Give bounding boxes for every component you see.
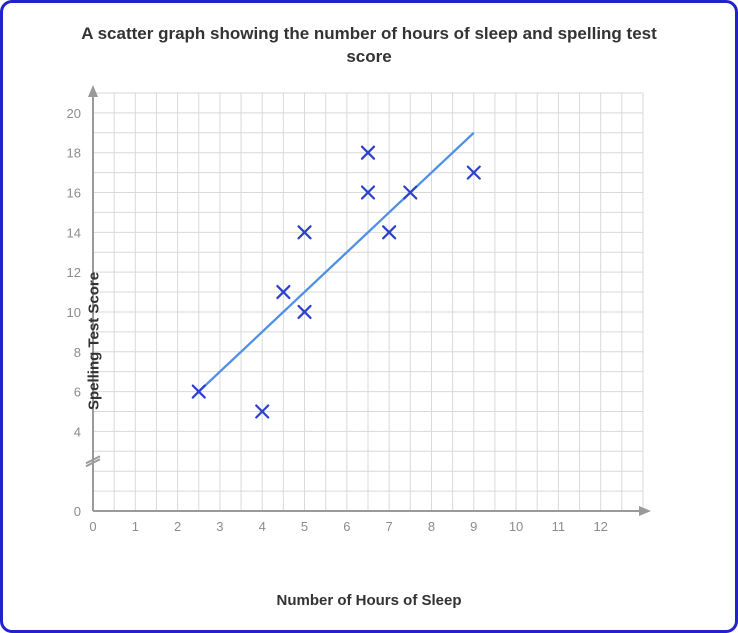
trend-line [199, 133, 474, 392]
svg-text:12: 12 [593, 519, 607, 534]
svg-text:20: 20 [67, 106, 81, 121]
svg-text:0: 0 [89, 519, 96, 534]
svg-text:6: 6 [343, 519, 350, 534]
svg-text:1: 1 [132, 519, 139, 534]
svg-text:16: 16 [67, 185, 81, 200]
grid [93, 93, 643, 511]
svg-text:2: 2 [174, 519, 181, 534]
svg-text:10: 10 [67, 305, 81, 320]
x-ticks: 0123456789101112 [89, 519, 608, 534]
y-axis-label: Spelling Test Score [86, 272, 103, 410]
x-axis-label: Number of Hours of Sleep [33, 592, 705, 609]
svg-text:8: 8 [428, 519, 435, 534]
svg-text:12: 12 [67, 265, 81, 280]
chart-frame: A scatter graph showing the number of ho… [0, 0, 738, 633]
y-ticks: 0 4 6 8 10 12 14 16 18 20 [67, 106, 81, 519]
chart-area: Spelling Test Score 01234567891011120468… [33, 81, 705, 601]
svg-text:10: 10 [509, 519, 523, 534]
scatter-chart: 01234567891011120468101214161820 [33, 81, 663, 561]
svg-text:14: 14 [67, 225, 81, 240]
svg-text:3: 3 [216, 519, 223, 534]
svg-text:4: 4 [259, 519, 266, 534]
chart-title: A scatter graph showing the number of ho… [79, 23, 659, 69]
svg-text:7: 7 [386, 519, 393, 534]
svg-text:6: 6 [74, 384, 81, 399]
svg-text:18: 18 [67, 146, 81, 161]
svg-text:11: 11 [552, 519, 566, 534]
svg-text:4: 4 [74, 424, 81, 439]
svg-text:0: 0 [74, 504, 81, 519]
svg-text:9: 9 [470, 519, 477, 534]
data-points [193, 147, 480, 418]
svg-text:5: 5 [301, 519, 308, 534]
svg-text:8: 8 [74, 345, 81, 360]
